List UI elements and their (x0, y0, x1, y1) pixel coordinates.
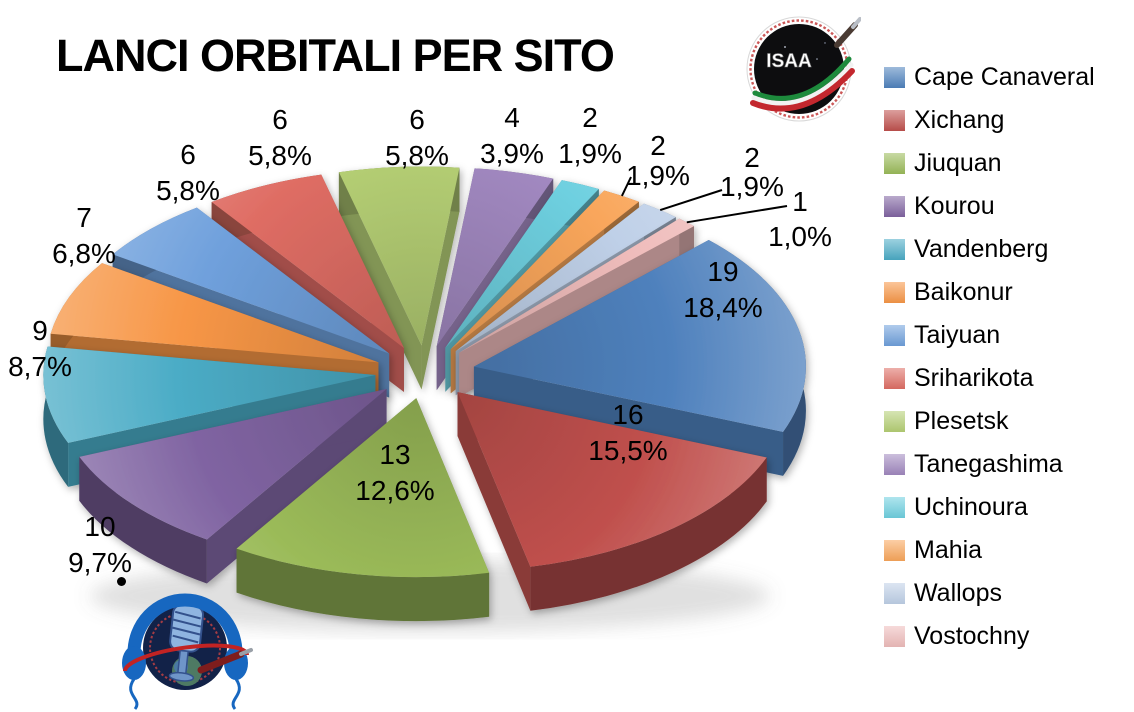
slice-label: 6 5,8% (248, 104, 312, 171)
isaa-swoosh-green (752, 56, 852, 101)
slice-label: 6 5,8% (385, 104, 449, 171)
legend-label: Jiuquan (914, 149, 1002, 177)
slice-label: 10 9,7% (68, 511, 132, 578)
legend-swatch (884, 497, 905, 518)
slice-label: 2 1,9% (720, 142, 784, 202)
legend-item: Sriharikota (884, 365, 1095, 392)
legend-swatch (884, 196, 905, 217)
legend-label: Plesetsk (914, 407, 1009, 435)
legend-label: Sriharikota (914, 364, 1034, 392)
star (824, 42, 826, 44)
isaa-logo: ISAA (746, 16, 861, 122)
slice-label: 2 1,9% (558, 102, 622, 169)
legend-item: Baikonur (884, 279, 1095, 306)
legend-label: Cape Canaveral (914, 63, 1095, 91)
slice-label: 9 8,7% (8, 315, 72, 382)
legend-label: Wallops (914, 579, 1002, 607)
star (784, 46, 786, 48)
pie-slice (457, 392, 767, 611)
isaa-pencil-tip (851, 17, 861, 29)
headphone-right-wire (231, 678, 241, 710)
podcast-microphone (168, 603, 204, 682)
legend-label: Tanegashima (914, 450, 1063, 478)
isaa-swoosh-white (751, 62, 854, 106)
legend-item: Kourou (884, 193, 1095, 220)
legend: Cape Canaveral Xichang Jiuquan Kourou Vanden… (884, 64, 1095, 666)
legend-item: Plesetsk (884, 408, 1095, 435)
slice-label: 2 1,9% (626, 130, 690, 191)
legend-swatch (884, 239, 905, 260)
legend-item: Vostochny (884, 623, 1095, 650)
pie-slice (236, 398, 490, 622)
legend-swatch (884, 282, 905, 303)
legend-label: Taiyuan (914, 321, 1001, 349)
leader-line (686, 205, 788, 224)
stray-dot (117, 577, 126, 586)
legend-item: Cape Canaveral (884, 64, 1095, 91)
headphone-left-wire (129, 678, 139, 710)
isaa-logo-text: ISAA (766, 51, 812, 72)
slice-label: 19 18,4% (683, 256, 762, 323)
star (816, 58, 818, 60)
legend-swatch (884, 454, 905, 475)
legend-label: Vostochny (914, 622, 1030, 650)
legend-item: Mahia (884, 537, 1095, 564)
headphone-band (127, 593, 243, 660)
podcast-microtext-arc (149, 612, 221, 684)
legend-item: Uchinoura (884, 494, 1095, 521)
legend-label: Xichang (914, 106, 1005, 134)
legend-item: Jiuquan (884, 150, 1095, 177)
legend-swatch (884, 583, 905, 604)
legend-item: Wallops (884, 580, 1095, 607)
leader-lines (620, 176, 788, 224)
slice-label: 1 1,0% (768, 186, 832, 252)
legend-label: Baikonur (914, 278, 1013, 306)
legend-swatch (884, 67, 905, 88)
legend-label: Vandenberg (914, 235, 1049, 263)
legend-swatch (884, 540, 905, 561)
legend-item: Taiyuan (884, 322, 1095, 349)
pie-slice (338, 166, 460, 390)
legend-swatch (884, 368, 905, 389)
leader-line (620, 176, 632, 197)
slice-label: 4 3,9% (480, 102, 544, 169)
slice-label: 13 12,6% (355, 439, 434, 506)
podcast-logo (122, 593, 253, 710)
pie-slice (79, 388, 387, 584)
legend-swatch (884, 110, 905, 131)
leader-line (659, 189, 723, 212)
podcast-rocket-tip (239, 648, 253, 656)
legend-swatch (884, 153, 905, 174)
legend-item: Xichang (884, 107, 1095, 134)
legend-swatch (884, 411, 905, 432)
legend-item: Vandenberg (884, 236, 1095, 263)
isaa-swoosh-red (750, 68, 855, 112)
slice-label: 7 6,8% (52, 202, 116, 269)
legend-item: Tanegashima (884, 451, 1095, 478)
slice-label: 16 15,5% (588, 399, 667, 466)
podcast-red-orbit (123, 643, 250, 672)
slice-label: 6 5,8% (156, 139, 220, 206)
legend-swatch (884, 325, 905, 346)
legend-swatch (884, 626, 905, 647)
chart-title: LANCI ORBITALI PER SITO (56, 30, 615, 81)
slice-labels: 19 18,4% 16 15,5% 13 12,6% 10 9,7% 9 8,7% 7 6,8% 6 5,… (8, 102, 832, 578)
legend-label: Kourou (914, 192, 995, 220)
podcast-rocket (197, 650, 245, 674)
legend-label: Mahia (914, 536, 983, 564)
legend-label: Uchinoura (914, 493, 1028, 521)
